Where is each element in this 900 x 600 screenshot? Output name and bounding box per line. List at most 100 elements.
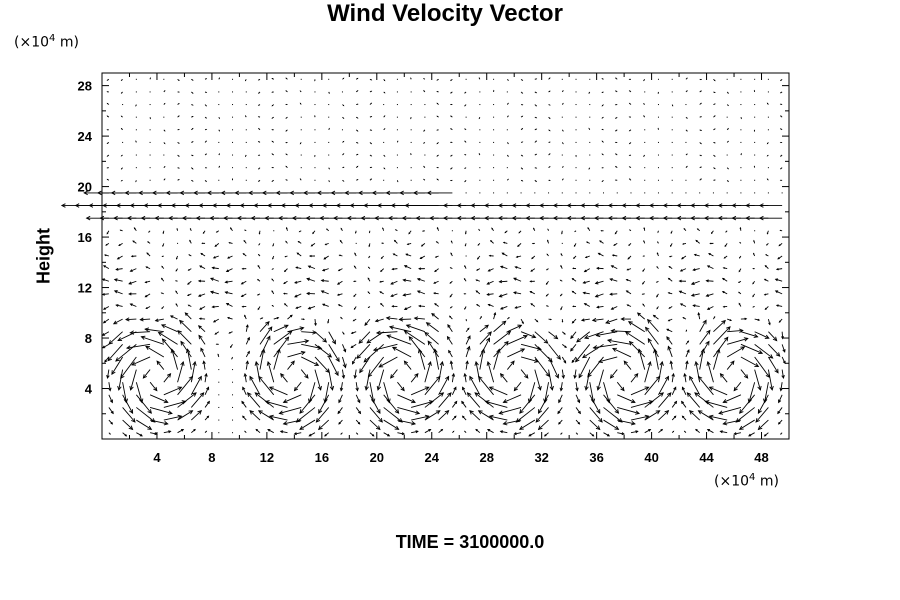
wind-vector [306,291,315,296]
wind-vector [571,278,577,282]
wind-vector [575,407,581,415]
wind-vector [630,414,650,421]
wind-vector [383,104,385,106]
wind-vector [438,375,450,396]
wind-vector [479,91,481,93]
wind-vector [163,116,165,118]
wind-vector [108,407,114,415]
wind-vector [314,331,328,343]
wind-vector [630,386,650,396]
wind-vector [396,129,398,131]
wind-vector [765,243,769,246]
wind-vector [493,348,501,370]
wind-vector [413,316,425,321]
wind-vector [766,154,769,157]
wind-vector [200,252,206,257]
wind-vector [188,254,192,257]
x-tick-label: 48 [754,450,768,465]
wind-vector [271,290,275,295]
wind-vector [726,360,735,370]
wind-vector [764,264,769,269]
wind-vector [190,375,202,396]
wind-vector [120,154,123,157]
wind-vector [726,179,729,183]
wind-vector [146,252,151,257]
wind-vector [754,192,756,194]
wind-vector [369,154,373,157]
wind-vector [617,432,625,436]
wind-vector [244,314,247,320]
wind-vector [623,360,632,370]
wind-vector [298,230,302,233]
wind-vector [740,356,760,368]
wind-vector [433,280,439,284]
wind-vector [258,167,261,170]
wind-vector [320,290,329,295]
wind-vector [202,360,206,370]
wind-vector [464,306,467,310]
wind-vector [725,230,728,233]
wind-vector [766,142,769,145]
wind-vector [767,369,774,391]
wind-vector [507,335,528,345]
wind-vector [589,407,603,423]
wind-vector [589,432,595,437]
wind-vector [690,280,700,285]
wind-vector [355,432,359,435]
wind-vector [272,243,275,247]
wind-vector [337,304,343,307]
wind-vector [644,167,646,169]
wind-vector [718,407,742,415]
wind-vector [374,318,384,323]
wind-vector [410,179,412,181]
wind-vector [240,293,247,297]
wind-vector [609,369,618,379]
wind-vector [120,115,123,118]
wind-vector [245,324,249,332]
wind-vector [491,227,494,232]
wind-vector [601,104,604,107]
wind-vector [113,290,123,295]
wind-vector [506,192,508,194]
wind-vector [740,192,742,194]
wind-vector [301,356,320,366]
wind-vector [721,277,728,282]
wind-vector [531,242,535,245]
wind-vector [394,229,398,232]
wind-vector [352,318,357,322]
wind-vector [779,382,783,392]
wind-vector [418,304,425,308]
wind-vector [630,373,639,383]
wind-vector [257,410,274,421]
wind-vector [106,142,110,145]
wind-vector [575,394,581,404]
wind-vector [548,77,551,80]
wind-vector [218,419,220,421]
wind-vector [285,165,288,168]
wind-vector [561,242,563,244]
wind-vector [763,382,769,404]
wind-vector [245,350,250,358]
wind-vector [562,343,567,349]
wind-vector [464,265,467,269]
wind-vector [135,129,137,131]
wind-vector [204,415,210,421]
wind-vector [101,278,110,282]
wind-vector [451,386,457,396]
wind-vector [754,154,756,156]
x-tick-label: 12 [260,450,274,465]
wind-vector [383,167,386,170]
wind-vector [369,382,376,404]
wind-vector [705,293,714,297]
wind-vector [647,318,659,333]
wind-vector [243,372,248,383]
wind-vector [628,166,632,169]
wind-vector [427,340,440,358]
wind-vector [754,141,756,143]
wind-vector [685,153,688,156]
wind-vector [548,192,550,194]
wind-vector [534,91,538,94]
wind-vector [740,91,742,93]
wind-vector [328,78,330,80]
wind-vector [617,394,636,404]
